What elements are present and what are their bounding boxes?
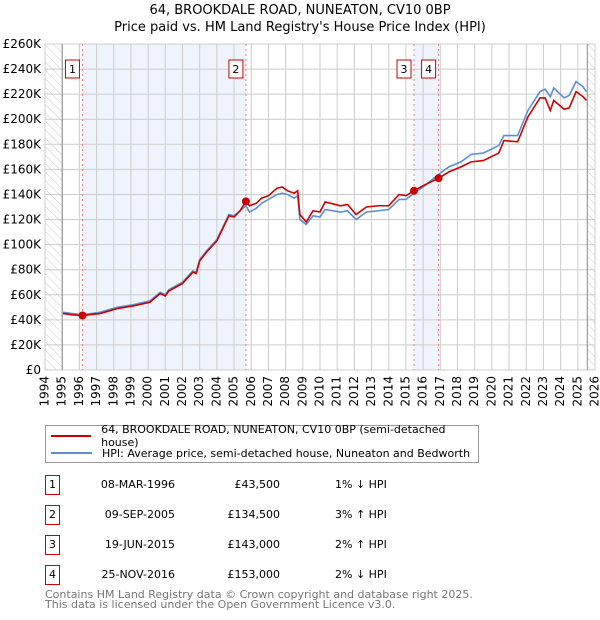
legend: 64, BROOKDALE ROAD, NUNEATON, CV10 0BP (…	[45, 423, 479, 463]
transaction-hpi-diff: 2% ↓ HPI	[335, 568, 387, 581]
legend-item-hpi: HPI: Average price, semi-detached house,…	[46, 445, 470, 461]
legend-swatch-blue	[51, 452, 92, 454]
x-tick-label: 2021	[502, 376, 516, 407]
transaction-hpi-diff: 2% ↑ HPI	[335, 538, 387, 551]
x-tick-label: 2006	[244, 376, 258, 407]
y-tick-label: £220K	[3, 87, 43, 101]
x-tick-label: 1996	[72, 376, 86, 407]
no-data-hatch	[45, 44, 63, 370]
y-tick-label: £120K	[3, 213, 43, 227]
footer: Contains HM Land Registry data © Crown c…	[45, 588, 473, 611]
x-tick-label: 2013	[364, 376, 378, 407]
y-tick-label: £240K	[3, 62, 43, 76]
hpi-line	[62, 80, 588, 316]
x-tick-label: 2022	[519, 376, 533, 407]
legend-label: 64, BROOKDALE ROAD, NUNEATON, CV10 0BP (…	[101, 423, 446, 449]
x-tick-label: 2001	[158, 376, 172, 407]
y-tick-label: £20K	[10, 338, 42, 352]
price-chart: 1994 1995 1996 1997 1998 1999 2000 2001 2002 2003…	[3, 37, 600, 407]
transaction-date: 19-JUN-2015	[104, 538, 175, 551]
x-tick-label: 2019	[467, 376, 481, 407]
x-tick-label: 1995	[55, 376, 69, 407]
x-tick-label: 2024	[553, 376, 567, 407]
x-tick-label: 2014	[381, 376, 395, 407]
x-tick-label: 2011	[330, 376, 344, 407]
legend-label: HPI: Average price, semi-detached house,…	[102, 446, 471, 460]
x-tick-label: 2012	[347, 376, 361, 407]
x-tick-label: 2020	[484, 376, 498, 407]
x-tick-label: 2016	[416, 376, 430, 407]
sale-point	[434, 174, 443, 183]
sale-label: 3	[401, 63, 408, 76]
price-paid-line	[62, 90, 587, 317]
transaction-number: 1	[45, 475, 60, 495]
x-tick-label: 2005	[227, 376, 241, 407]
transaction-date: 25-NOV-2016	[101, 568, 175, 581]
sale-label-box	[228, 59, 244, 79]
transaction-price: £143,000	[227, 538, 281, 551]
y-tick-label: £160K	[3, 162, 43, 176]
sale-point	[410, 186, 419, 195]
sale-label-box	[421, 59, 437, 79]
x-tick-label: 2008	[278, 376, 292, 407]
x-tick-label: 2026	[588, 376, 600, 407]
chart-title: 64, BROOKDALE ROAD, NUNEATON, CV10 0BP	[149, 3, 451, 18]
y-tick-label: £260K	[3, 37, 43, 51]
transaction-hpi-diff: 1% ↓ HPI	[335, 478, 387, 491]
transaction-hpi-diff: 3% ↑ HPI	[335, 508, 387, 521]
x-tick-label: 2017	[433, 376, 447, 407]
shaded-period	[82, 44, 246, 370]
y-tick-label: £200K	[3, 112, 43, 126]
sale-label: 2	[232, 63, 239, 76]
y-tick-label: £100K	[3, 238, 43, 252]
y-tick-label: £140K	[3, 187, 43, 201]
y-tick-label: £80K	[10, 263, 42, 277]
x-tick-label: 2000	[141, 376, 155, 407]
x-tick-label: 2023	[536, 376, 550, 407]
x-tick-label: 2018	[450, 376, 464, 407]
chart-subtitle: Price paid vs. HM Land Registry's House …	[114, 20, 486, 35]
sale-label: 4	[425, 63, 432, 76]
x-tick-label: 2003	[192, 376, 206, 407]
x-tick-label: 2010	[313, 376, 327, 407]
x-tick-label: 2007	[261, 376, 275, 407]
transaction-price: £134,500	[227, 508, 281, 521]
x-tick-label: 2002	[175, 376, 189, 407]
legend-swatch-red	[51, 435, 92, 437]
footer-line: Contains HM Land Registry data © Crown c…	[45, 588, 473, 601]
legend-item-property: 64, BROOKDALE ROAD, NUNEATON, CV10 0BP (…	[46, 423, 478, 449]
sale-point	[78, 311, 87, 320]
y-tick-label: £40K	[10, 313, 42, 327]
y-tick-label: £180K	[3, 137, 43, 151]
footer-line: This data is licensed under the Open Gov…	[45, 598, 396, 611]
sale-label-box	[396, 59, 412, 79]
y-tick-label: £0	[26, 363, 41, 377]
x-tick-label: 1997	[89, 376, 103, 407]
y-tick-label: £60K	[10, 288, 42, 302]
x-tick-label: 2009	[295, 376, 309, 407]
sale-point	[241, 197, 250, 206]
sale-label-box	[64, 59, 80, 79]
x-tick-label: 2004	[209, 376, 223, 407]
no-data-hatch	[587, 44, 595, 370]
x-tick-label: 1999	[123, 376, 137, 407]
transaction-number: 4	[45, 565, 60, 585]
transaction-date: 09-SEP-2005	[104, 508, 175, 521]
transaction-date: 08-MAR-1996	[100, 478, 175, 491]
transaction-number: 2	[45, 505, 60, 525]
transaction-price: £43,500	[234, 478, 281, 491]
transaction-number: 3	[45, 535, 60, 555]
x-tick-label: 1994	[38, 376, 52, 407]
x-tick-label: 1998	[106, 376, 120, 407]
shaded-period	[414, 44, 439, 370]
sale-label: 1	[69, 63, 76, 76]
transaction-price: £153,000	[227, 568, 281, 581]
x-tick-label: 2025	[570, 376, 584, 407]
x-tick-label: 2015	[398, 376, 412, 407]
